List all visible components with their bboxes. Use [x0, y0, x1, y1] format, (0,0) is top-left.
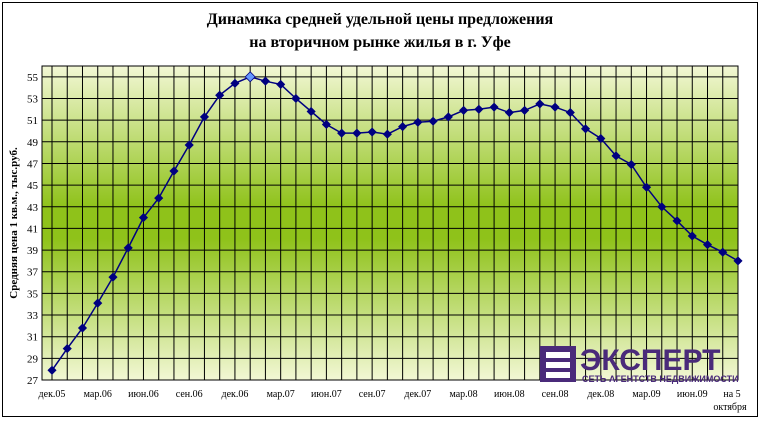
data-point [321, 119, 331, 130]
data-point [459, 105, 469, 115]
x-tick-label: дек.05 [39, 389, 66, 400]
x-tick-label: сен.07 [359, 389, 386, 400]
y-tick-label: 43 [27, 202, 39, 214]
data-point [672, 216, 682, 226]
data-point [535, 99, 545, 109]
y-tick-label: 55 [27, 72, 39, 84]
data-point [47, 365, 57, 375]
x-tick-label: дек.08 [587, 389, 614, 400]
x-tick-label: на 5 октября [713, 389, 747, 413]
chart-title-line-1: Динамика средней удельной цены предложен… [207, 11, 554, 28]
data-point [337, 128, 347, 138]
data-point [733, 256, 743, 266]
data-point [93, 298, 103, 308]
x-tick-label: июн.08 [494, 389, 525, 400]
x-tick-label: дек.07 [404, 389, 431, 400]
data-point [184, 140, 194, 150]
x-tick-label: мар.09 [632, 389, 660, 400]
data-point [108, 272, 118, 282]
data-point [260, 76, 270, 86]
x-tick-label: июн.07 [311, 389, 342, 400]
y-tick-label: 45 [27, 180, 39, 192]
data-point [504, 107, 514, 118]
data-point [702, 240, 713, 250]
data-point [398, 122, 408, 132]
data-point [718, 247, 728, 257]
series-markers [47, 71, 743, 375]
x-tick-label: июн.06 [128, 389, 159, 400]
logo-mark-stripe [546, 362, 570, 368]
logo-subtitle: СЕТЬ АГЕНТСТВ НЕДВИЖИМОСТИ [582, 374, 739, 384]
data-point [123, 243, 133, 253]
x-tick-label: мар.06 [84, 389, 112, 400]
plot-area [41, 65, 739, 381]
data-point [199, 112, 210, 122]
data-point [687, 231, 697, 241]
data-point [550, 102, 560, 112]
logo-mark-stripe [546, 352, 570, 358]
y-tick-label: 31 [27, 332, 38, 344]
grid-lines [42, 66, 739, 381]
data-point [230, 78, 240, 88]
data-point [641, 182, 652, 192]
y-tick-label: 47 [27, 158, 39, 170]
data-point-peak [244, 71, 256, 83]
x-tick-label: сен.06 [176, 389, 203, 400]
data-point [367, 127, 377, 137]
y-tick-label: 35 [27, 288, 39, 300]
data-point [138, 213, 149, 223]
data-point [428, 116, 438, 126]
y-tick-label: 37 [27, 267, 39, 279]
y-tick-label: 41 [27, 223, 38, 235]
y-axis-ticks: 27 29 31 33 35 37 39 41 43 45 47 49 51 53 55 [27, 72, 39, 387]
y-tick-label: 39 [27, 245, 39, 257]
data-point [489, 102, 499, 112]
x-tick-label: июн.09 [677, 389, 708, 400]
data-point [169, 166, 179, 176]
y-tick-label: 53 [27, 93, 39, 105]
data-point [62, 344, 72, 354]
data-point [413, 117, 423, 127]
data-point [352, 128, 362, 138]
data-point [565, 107, 575, 118]
data-point [580, 124, 591, 134]
data-point [657, 202, 667, 212]
data-point [215, 90, 225, 100]
x-axis-ticks: дек.05 мар.06 июн.06 сен.06 дек.06 мар.07 июн.… [39, 389, 747, 413]
x-tick-label: мар.07 [267, 389, 295, 400]
data-point [596, 133, 606, 144]
data-point [154, 193, 164, 203]
y-tick-label: 49 [27, 137, 39, 149]
data-point [520, 105, 530, 115]
series-line [51, 76, 739, 371]
y-axis-label: Средняя цена 1 кв.м., тыс.руб. [8, 147, 20, 299]
y-tick-label: 51 [27, 115, 38, 127]
y-tick-label: 33 [27, 310, 39, 322]
data-point [77, 323, 88, 333]
data-point [306, 106, 316, 117]
data-point [382, 129, 392, 139]
logo-mark-stripe [546, 372, 570, 378]
data-point [443, 112, 453, 122]
x-tick-label: дек.06 [221, 389, 248, 400]
y-tick-label: 29 [27, 353, 39, 365]
chart-title-line-2: на вторичном рынке жилья в г. Уфе [249, 34, 511, 51]
expert-logo: ЭКСПЕРТ СЕТЬ АГЕНТСТВ НЕДВИЖИМОСТИ [540, 344, 739, 384]
x-tick-label: сен.08 [542, 389, 569, 400]
data-point [626, 159, 636, 170]
y-tick-label: 27 [27, 375, 39, 387]
logo-word: ЭКСПЕРТ [580, 344, 720, 377]
data-point [611, 151, 621, 161]
data-point [276, 79, 286, 89]
data-point [291, 93, 301, 104]
data-point [474, 104, 484, 114]
x-tick-label: мар.08 [449, 389, 477, 400]
